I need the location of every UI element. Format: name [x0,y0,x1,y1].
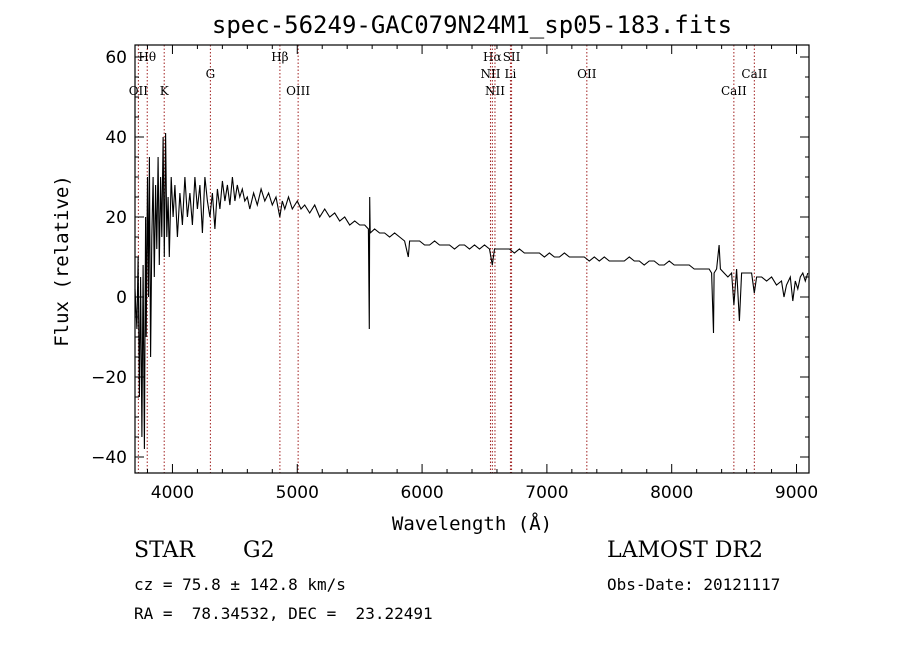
x-tick-label: 6000 [400,483,443,503]
line-label: NII [480,67,500,81]
x-tick-label: 5000 [276,483,319,503]
line-label: Hθ [138,50,156,64]
line-label: Hβ [271,50,288,64]
line-label: Li [505,67,517,81]
line-marker-k: K [160,45,170,473]
line-label: OII [577,67,597,81]
survey-name: LAMOST DR2 [607,538,763,563]
line-label: OIII [286,84,310,98]
y-tick-label: 60 [105,48,127,68]
object-class: STAR [134,538,195,563]
spectrum-line [134,132,809,450]
x-tick-label: 4000 [151,483,194,503]
object-subclass: G2 [243,538,275,563]
coordinates: RA = 78.34532, DEC = 23.22491 [134,604,433,623]
y-axis-label: Flux (relative) [51,175,73,347]
x-axis-label: Wavelength (Å) [392,512,552,535]
x-tick-label: 8000 [650,483,693,503]
line-label: CaII [721,84,747,98]
plot-frame [134,44,810,474]
axis-ticks: 4000 5000 6000 7000 8000 9000 −40 −20 0 20 40 60 [91,45,818,503]
line-marker-hα: Hα [483,45,502,473]
line-marker-sii: SII [503,45,521,473]
x-tick-label: 9000 [775,483,818,503]
chart-title: spec-56249-GAC079N24M1_sp05-183.fits [212,11,732,39]
line-label: NII [485,84,505,98]
line-marker-oiii: OIII [286,45,310,473]
line-label: G [206,67,216,81]
line-marker-nii: NII [480,45,501,473]
observation-date: Obs-Date: 20121117 [607,575,781,594]
line-marker-g: G [206,45,216,473]
line-label: K [160,84,170,98]
line-marker-nii: NII [485,45,505,473]
line-label: Hα [483,50,502,64]
y-tick-label: 20 [105,208,127,228]
line-label: CaII [741,67,767,81]
line-label: OII [129,84,149,98]
y-tick-label: 40 [105,128,127,148]
y-tick-label: 0 [116,288,127,308]
line-marker-caii: CaII [741,45,767,473]
line-marker-hβ: Hβ [271,45,289,473]
redshift-velocity: cz = 75.8 ± 142.8 km/s [134,575,346,594]
y-tick-label: −20 [91,368,127,388]
line-label: SII [503,50,521,64]
line-marker-li: Li [505,45,517,473]
line-marker-caii: CaII [721,45,747,473]
x-tick-label: 7000 [525,483,568,503]
y-tick-label: −40 [91,448,127,468]
